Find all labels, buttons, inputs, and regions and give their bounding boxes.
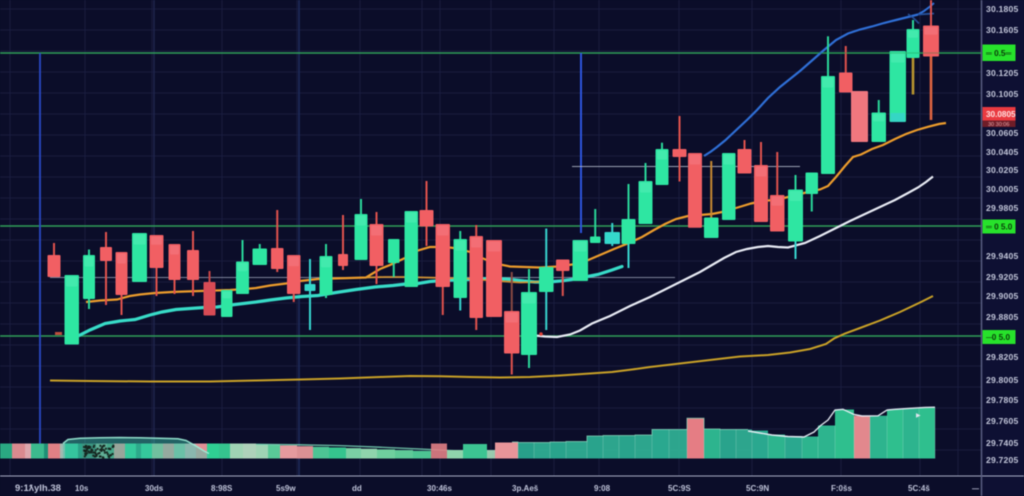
svg-text:30.0805: 30.0805 xyxy=(986,110,1016,119)
svg-text:═ 0 5.0: ═ 0 5.0 xyxy=(985,223,1013,232)
svg-text:29.7405: 29.7405 xyxy=(986,438,1018,448)
svg-text:30.1805: 30.1805 xyxy=(986,4,1018,14)
svg-text:10s: 10s xyxy=(75,484,89,493)
svg-text:3p.Aeš: 3p.Aeš xyxy=(512,484,539,493)
svg-text:30.1605: 30.1605 xyxy=(986,25,1018,35)
svg-text:29.8805: 29.8805 xyxy=(986,312,1018,322)
svg-text:30.1205: 30.1205 xyxy=(986,68,1018,78)
svg-text:5s9w: 5s9w xyxy=(276,484,296,493)
svg-text:—: — xyxy=(972,486,979,493)
svg-text:29.9805: 29.9805 xyxy=(986,203,1018,213)
svg-text:29.9405: 29.9405 xyxy=(986,251,1018,261)
svg-text:5C:9S: 5C:9S xyxy=(668,484,691,493)
svg-text:30.0605: 30.0605 xyxy=(986,128,1018,138)
svg-text:5C:4š: 5C:4š xyxy=(908,484,930,493)
svg-text:▶: ▶ xyxy=(916,413,921,419)
svg-text:30ds: 30ds xyxy=(145,484,164,493)
svg-text:29.9005: 29.9005 xyxy=(986,291,1018,301)
svg-text:30.0405: 30.0405 xyxy=(986,147,1018,157)
svg-text:29.7805: 29.7805 xyxy=(986,395,1018,405)
svg-text:─0 5.0: ─0 5.0 xyxy=(985,333,1010,342)
svg-text:29.7205: 29.7205 xyxy=(986,455,1018,465)
svg-text:30.0205: 30.0205 xyxy=(986,165,1018,175)
svg-text:30 30:06: 30 30:06 xyxy=(988,122,1009,128)
svg-text:dd: dd xyxy=(352,484,362,493)
svg-text:30.0005: 30.0005 xyxy=(986,184,1018,194)
svg-text:8:98S: 8:98S xyxy=(211,484,233,493)
svg-text:9:1ƛyIh.38: 9:1ƛyIh.38 xyxy=(15,483,61,494)
svg-text:29.9205: 29.9205 xyxy=(986,272,1018,282)
svg-text:29.8205: 29.8205 xyxy=(986,352,1018,362)
svg-text:F:0šs: F:0šs xyxy=(831,484,852,493)
svg-text:5C:9N: 5C:9N xyxy=(746,484,769,493)
svg-text:30:46s: 30:46s xyxy=(427,484,452,493)
svg-text:═ 0.5═: ═ 0.5═ xyxy=(985,49,1011,58)
svg-text:29.8005: 29.8005 xyxy=(986,375,1018,385)
svg-text:30.1005: 30.1005 xyxy=(986,89,1018,99)
svg-text:29.7605: 29.7605 xyxy=(986,416,1018,426)
svg-text:9:08: 9:08 xyxy=(594,484,611,493)
